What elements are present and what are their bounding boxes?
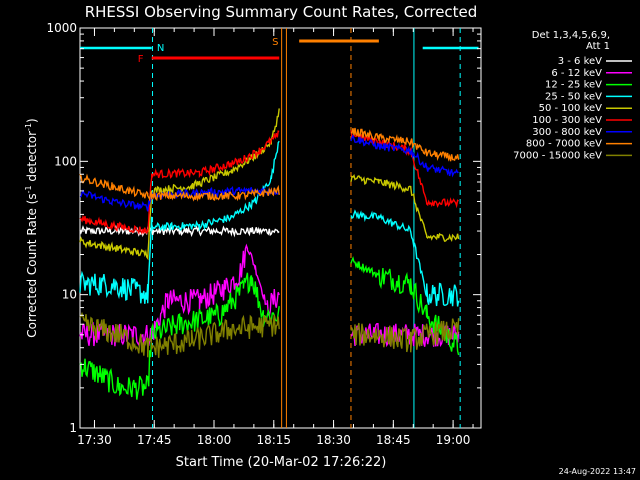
series-line-2 [79, 256, 460, 400]
annotation-s: S [272, 37, 278, 48]
annotation-n: N [157, 43, 164, 54]
legend-label-3: 25 - 50 keV [545, 91, 602, 102]
x-tick-label-4: 18:30 [316, 433, 351, 447]
footer-timestamp: 24-Aug-2022 13:47 [559, 467, 636, 476]
y-axis-label-sup1: -1 [24, 185, 33, 193]
x-tick-label-6: 19:00 [436, 433, 471, 447]
y-tick-label-1: 10 [62, 288, 77, 302]
legend-header-1: Att 1 [586, 41, 610, 52]
legend-label-4: 50 - 100 keV [539, 103, 603, 114]
annotation-f: F [138, 54, 144, 65]
y-axis-label-mid: detector [25, 131, 39, 186]
y-axis-label: Corrected Count Rate (s-1 detector-1) [24, 118, 39, 337]
y-tick-label-2: 100 [54, 154, 77, 168]
legend-label-0: 3 - 6 keV [558, 56, 602, 67]
legend-label-5: 100 - 300 keV [532, 115, 602, 126]
legend-header-0: Det 1,3,4,5,6,9, [532, 30, 610, 41]
series-line-0 [79, 224, 280, 238]
plot-marks: N F S [79, 28, 479, 428]
series-line-7 [79, 127, 460, 202]
x-tick-label-1: 17:45 [137, 433, 172, 447]
y-axis-label-end: ) [25, 118, 39, 123]
x-axis-label: Start Time (20-Mar-02 17:26:22) [176, 455, 387, 470]
series-line-6 [79, 133, 459, 212]
legend-label-8: 7000 - 15000 keV [513, 150, 602, 161]
x-tick-label-2: 18:00 [197, 433, 232, 447]
series-line-8 [79, 311, 460, 358]
series-line-3 [79, 140, 460, 307]
legend-label-6: 300 - 800 keV [532, 127, 602, 138]
y-tick-label-0: 1 [69, 421, 77, 435]
y-axis-label-sup2: -1 [24, 123, 33, 131]
x-tick-label-3: 18:15 [256, 433, 291, 447]
x-tick-label-0: 17:30 [77, 433, 112, 447]
legend-label-1: 6 - 12 keV [551, 68, 602, 79]
legend-label-2: 12 - 25 keV [545, 80, 602, 91]
x-tick-label-5: 18:45 [376, 433, 411, 447]
y-axis-label-main: Corrected Count Rate (s [25, 193, 39, 337]
plot-frame [79, 27, 482, 429]
chart-title: RHESSI Observing Summary Count Rates, Co… [85, 3, 478, 21]
y-tick-label-3: 1000 [46, 21, 77, 35]
axes-ticks: 1 10 100 1000 17:30 17:45 18:00 18:15 18:30 18:45… [46, 21, 481, 447]
legend-label-7: 800 - 7000 keV [526, 139, 602, 150]
